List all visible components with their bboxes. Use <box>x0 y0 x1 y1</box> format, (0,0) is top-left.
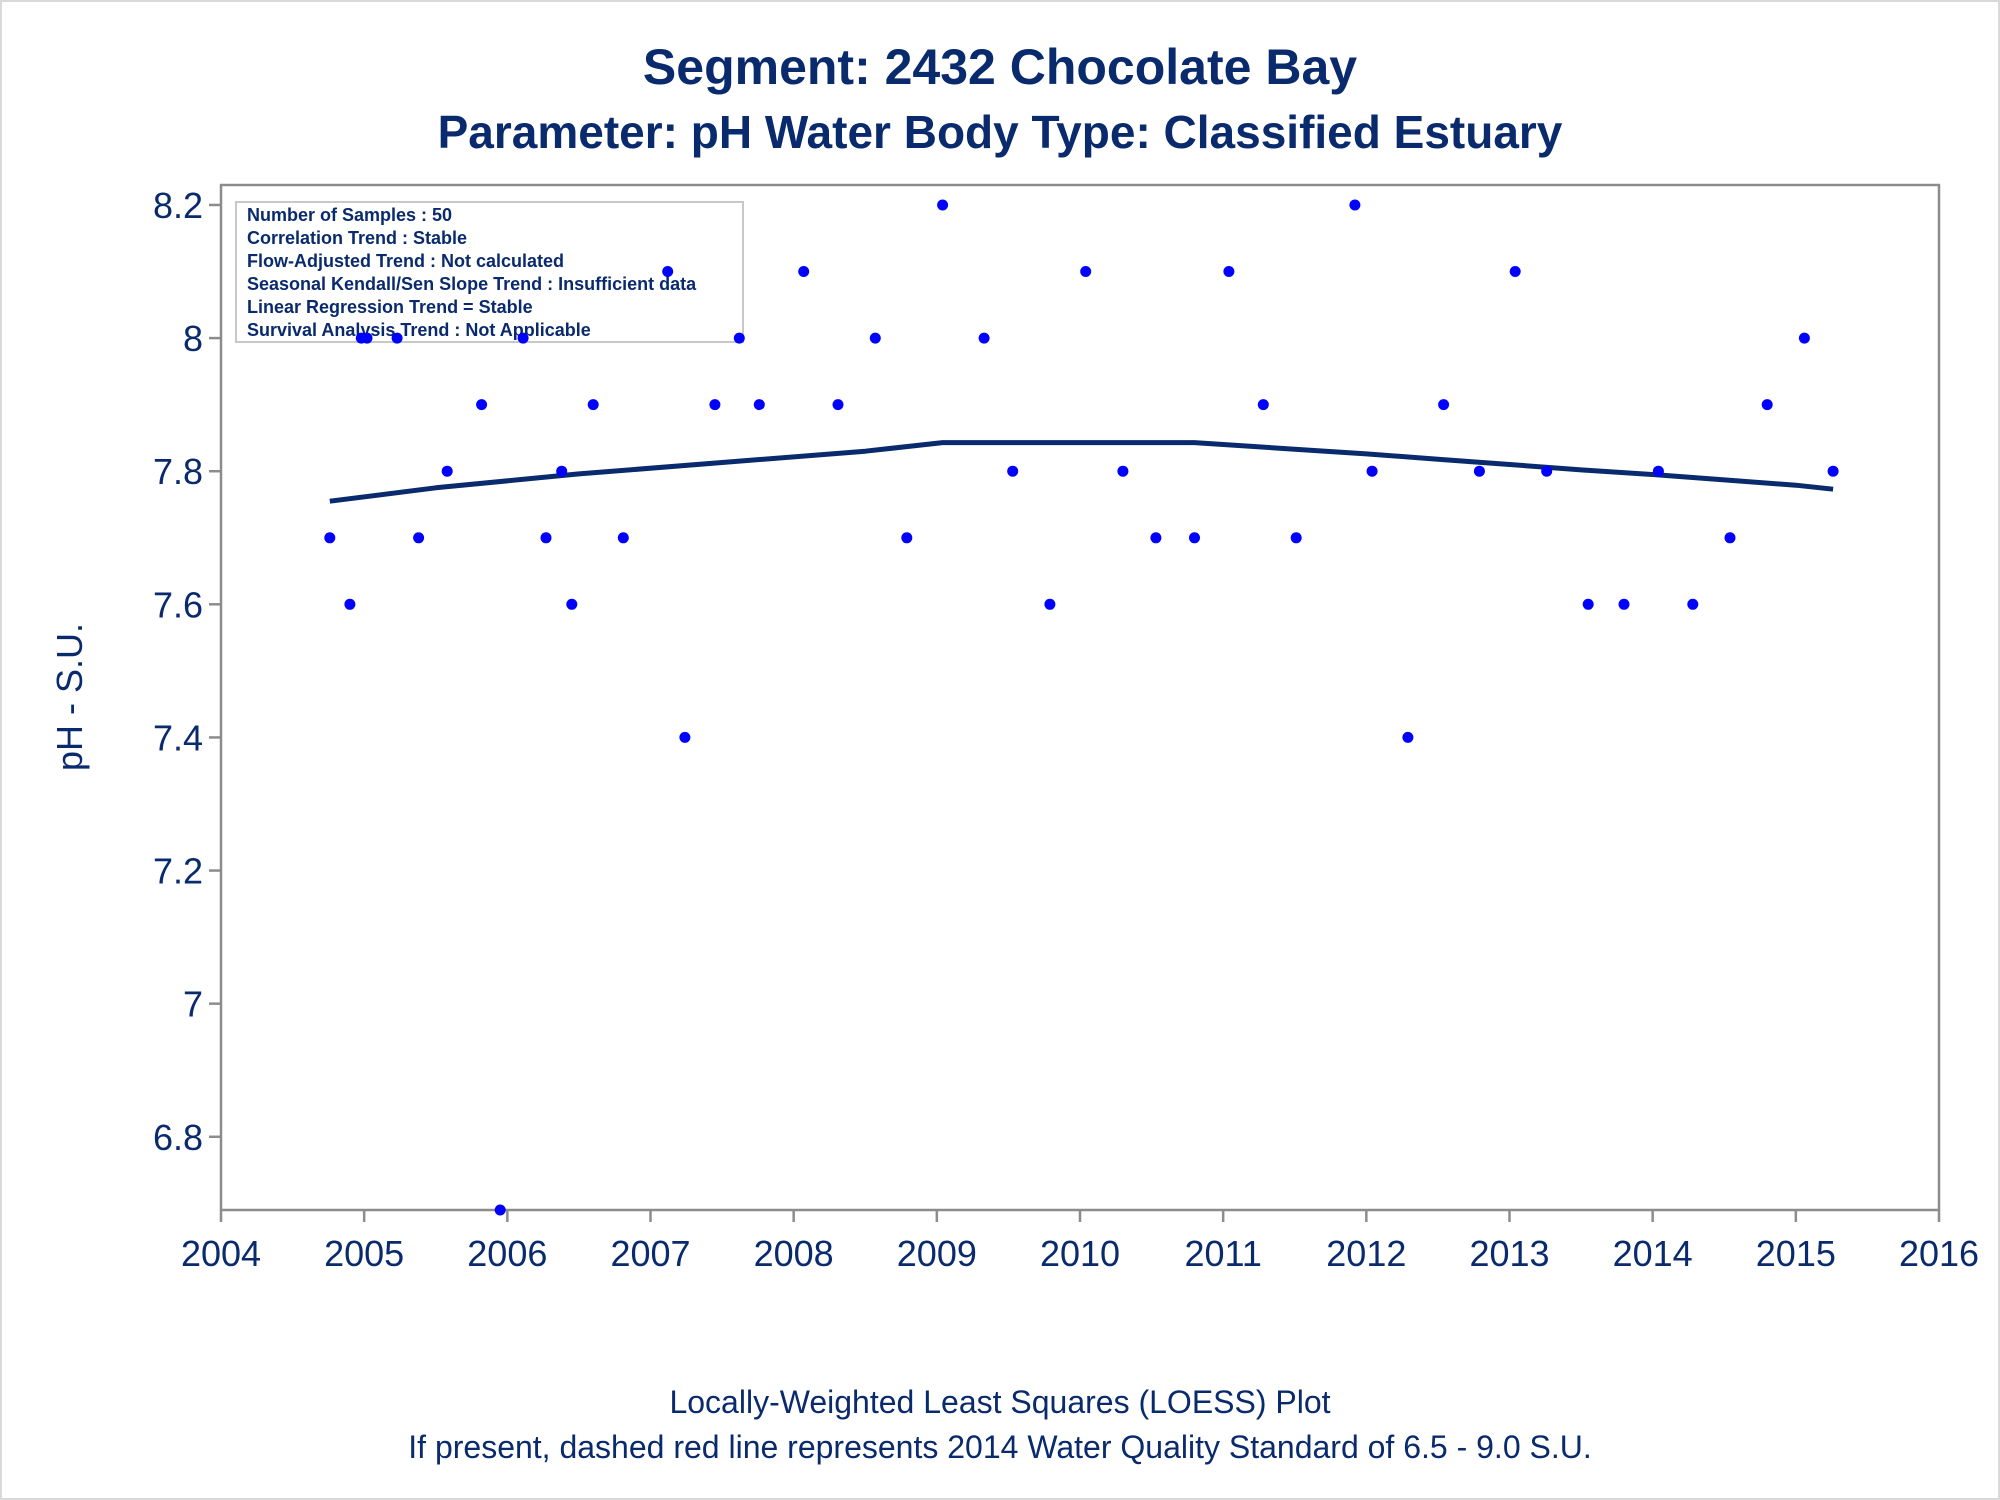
footnote-loess: Locally-Weighted Least Squares (LOESS) P… <box>669 1384 1330 1420</box>
x-tick-label: 2005 <box>324 1233 404 1274</box>
data-point <box>901 532 913 544</box>
inset-line-flow-adjusted: Flow-Adjusted Trend : Not calculated <box>247 251 564 271</box>
data-point <box>556 465 568 477</box>
data-point <box>1349 199 1361 211</box>
data-point <box>709 399 721 411</box>
x-tick-label: 2010 <box>1040 1233 1120 1274</box>
data-point <box>1438 399 1450 411</box>
inset-line-survival: Survival Analysis Trend : Not Applicable <box>247 320 591 340</box>
data-point <box>1541 465 1553 477</box>
data-point <box>391 332 403 344</box>
data-point <box>733 332 745 344</box>
data-point <box>1117 465 1129 477</box>
x-tick-label: 2008 <box>754 1233 834 1274</box>
data-point <box>1402 731 1414 743</box>
x-tick-label: 2009 <box>897 1233 977 1274</box>
data-point <box>1044 598 1056 610</box>
data-point <box>1257 399 1269 411</box>
data-point <box>1223 266 1235 277</box>
data-point <box>1761 399 1773 411</box>
x-axis: 2004 2005 2006 2007 2008 2009 2010 2011 2012 2013… <box>181 1210 1979 1274</box>
data-point <box>679 731 691 743</box>
y-tick-label: 7.6 <box>153 584 203 625</box>
x-tick-label: 2004 <box>181 1233 261 1274</box>
data-point <box>361 332 373 344</box>
x-tick-label: 2006 <box>467 1233 547 1274</box>
data-point <box>1080 266 1092 277</box>
data-point <box>344 598 356 610</box>
data-point <box>441 465 453 477</box>
chart-title: Segment: 2432 Chocolate Bay <box>643 39 1357 95</box>
inset-box <box>235 201 744 343</box>
data-point <box>413 532 425 544</box>
inset-line-correlation: Correlation Trend : Stable <box>247 228 467 248</box>
data-point <box>1618 598 1630 610</box>
x-tick-label: 2012 <box>1326 1233 1406 1274</box>
data-point <box>517 332 529 344</box>
data-point <box>1366 465 1378 477</box>
y-tick-label: 8 <box>183 318 203 359</box>
y-tick-label: 7.8 <box>153 451 203 492</box>
x-tick-label: 2011 <box>1184 1233 1261 1274</box>
y-tick-label: 7 <box>183 984 203 1025</box>
data-point <box>1007 465 1019 477</box>
data-point <box>1150 532 1162 544</box>
data-point <box>753 399 765 411</box>
data-point <box>978 332 990 344</box>
data-point <box>662 266 674 277</box>
data-point <box>832 399 844 411</box>
data-point <box>1509 266 1521 277</box>
x-tick-label: 2013 <box>1469 1233 1549 1274</box>
y-tick-label: 6.8 <box>153 1117 203 1158</box>
footnote-standard: If present, dashed red line represents 2… <box>408 1429 1591 1465</box>
data-point <box>1189 532 1200 544</box>
data-point <box>1827 465 1839 477</box>
y-axis-label: pH - S.U. <box>49 623 90 771</box>
data-point <box>494 1204 506 1216</box>
x-tick-label: 2007 <box>610 1233 690 1274</box>
y-tick-label: 8.2 <box>153 185 203 226</box>
data-point <box>617 532 629 544</box>
data-point <box>324 532 336 544</box>
data-point <box>1798 332 1810 344</box>
data-point <box>1582 598 1594 610</box>
data-point <box>1290 532 1302 544</box>
data-point <box>540 532 552 544</box>
data-point <box>1687 598 1699 610</box>
data-point <box>476 399 488 411</box>
data-point <box>1652 465 1664 477</box>
inset-line-linear-regression: Linear Regression Trend = Stable <box>247 297 533 317</box>
y-axis: 6.8 7 7.2 7.4 7.6 7.8 8 8.2 <box>153 185 221 1158</box>
chart-subtitle: Parameter: pH Water Body Type: Classifie… <box>438 106 1563 158</box>
x-tick-label: 2015 <box>1756 1233 1836 1274</box>
series-layer <box>324 199 1839 1216</box>
data-point <box>798 266 810 277</box>
data-point <box>566 598 578 610</box>
loess-trend-line <box>329 440 1834 504</box>
x-tick-label: 2016 <box>1899 1233 1979 1274</box>
data-point <box>1473 465 1485 477</box>
inset-line-samples: Number of Samples : 50 <box>247 205 452 225</box>
x-tick-label: 2014 <box>1613 1233 1693 1274</box>
y-tick-label: 7.4 <box>153 717 203 758</box>
y-tick-label: 7.2 <box>153 851 203 892</box>
data-point <box>1724 532 1736 544</box>
data-point <box>587 399 599 411</box>
inset-line-seasonal-kendall: Seasonal Kendall/Sen Slope Trend : Insuf… <box>247 274 697 294</box>
data-point <box>937 199 949 211</box>
data-point <box>869 332 881 344</box>
